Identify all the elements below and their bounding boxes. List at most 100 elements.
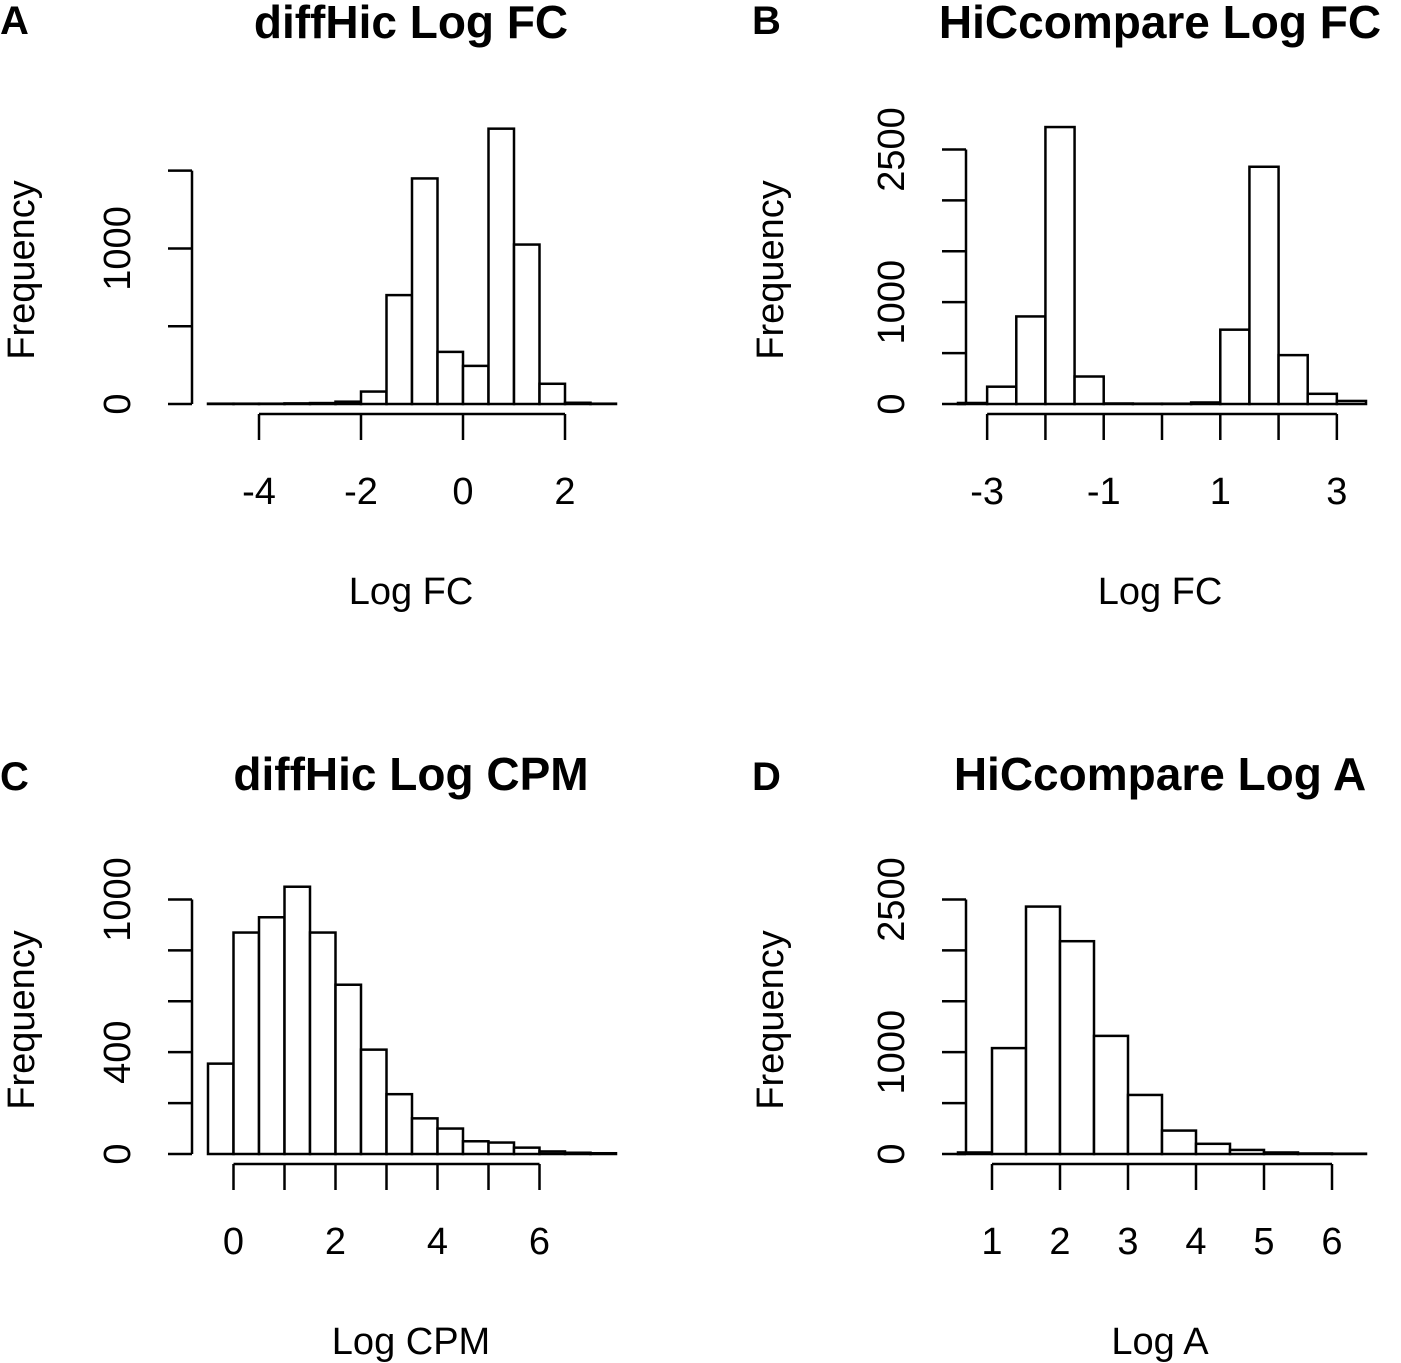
histogram-bar	[512, 1146, 541, 1156]
x-axis: -4 -2 0 2	[242, 412, 576, 513]
histogram-bar	[410, 177, 439, 406]
histogram-bar	[512, 243, 541, 406]
histogram-bar	[359, 1048, 388, 1156]
histogram-bar	[1058, 939, 1096, 1156]
histogram-bar	[1335, 399, 1368, 406]
panel-letter: B	[752, 0, 781, 43]
histogram-bar	[1277, 353, 1309, 406]
histogram-bar	[308, 931, 337, 1156]
y-axis: 0 1000 2500	[871, 107, 968, 415]
histogram-bar	[1015, 315, 1047, 406]
x-tick-label: 1	[981, 1221, 1002, 1263]
x-axis: 0 2 4 6	[223, 1162, 550, 1263]
x-tick-label: -2	[344, 471, 378, 513]
bars	[206, 885, 618, 1156]
histogram-bar	[385, 293, 414, 406]
histogram-bar	[308, 401, 337, 406]
x-tick-label: -4	[242, 471, 276, 513]
y-tick-label: 0	[97, 393, 139, 414]
histogram-bar	[538, 382, 567, 406]
histogram-bar	[1228, 1148, 1266, 1156]
panel-a: A diffHic Log FC Frequency Log FC -4 -2 0 2…	[0, 0, 618, 613]
histogram-bar	[985, 385, 1018, 406]
histogram-bar	[1194, 1142, 1232, 1156]
histogram-bar	[589, 1151, 618, 1156]
y-tick-label: 1000	[97, 857, 139, 942]
histogram-bar	[257, 916, 286, 1156]
histogram-bar	[1262, 1151, 1300, 1156]
histogram-bar	[232, 931, 261, 1156]
bars	[956, 125, 1368, 406]
histogram-bar	[1024, 905, 1062, 1156]
y-axis-label: Frequency	[750, 930, 792, 1110]
panel-c: C diffHic Log CPM Frequency Log CPM 0 2 4 6…	[0, 748, 618, 1363]
bars	[206, 127, 618, 406]
histogram-bar	[1160, 1129, 1198, 1156]
y-axis: 0 400 1000	[97, 857, 194, 1165]
x-axis-label: Log FC	[349, 571, 474, 613]
chart-title: diffHic Log CPM	[233, 748, 588, 800]
panel-b: B HiCcompare Log FC Frequency Log FC -3-…	[750, 0, 1381, 613]
x-tick-label: 6	[1321, 1221, 1342, 1263]
y-tick-label: 0	[871, 393, 913, 414]
x-tick-label: 0	[452, 471, 473, 513]
x-tick-label: 1	[1210, 471, 1231, 513]
chart-title: HiCcompare Log FC	[939, 0, 1381, 48]
histogram-bar	[436, 350, 465, 406]
histogram-bar	[1296, 1152, 1334, 1156]
histogram-bar	[283, 885, 312, 1156]
y-tick-label: 0	[871, 1143, 913, 1164]
y-axis-label: Frequency	[1, 180, 43, 360]
histogram-bar	[1102, 402, 1135, 406]
x-axis-label: Log FC	[1098, 571, 1223, 613]
y-tick-label: 400	[97, 1020, 139, 1083]
x-tick-label: 3	[1117, 1221, 1138, 1263]
histogram-bar	[1248, 165, 1280, 406]
x-tick-label: 2	[325, 1221, 346, 1263]
histogram-bar	[410, 1117, 439, 1156]
histogram-bar	[334, 400, 363, 406]
x-tick-label: 2	[1049, 1221, 1070, 1263]
panel-letter: C	[0, 755, 29, 799]
y-tick-label: 2500	[871, 107, 913, 192]
chart-title: HiCcompare Log A	[954, 748, 1366, 800]
x-axis-label: Log CPM	[332, 1321, 490, 1363]
x-tick-label: 2	[554, 471, 575, 513]
histogram-bar	[563, 1151, 592, 1156]
y-tick-label: 0	[97, 1143, 139, 1164]
y-tick-label: 2500	[871, 857, 913, 942]
histogram-bar	[461, 1140, 490, 1156]
y-axis-label: Frequency	[1, 930, 43, 1110]
panel-letter: D	[752, 755, 781, 799]
histogram-bar	[436, 1127, 465, 1156]
histogram-bar	[1073, 375, 1105, 406]
histogram-bar	[1306, 392, 1339, 406]
histogram-bar	[487, 1141, 516, 1156]
histogram-bar	[385, 1092, 414, 1156]
x-tick-label: -1	[1087, 471, 1121, 513]
y-axis: 0 1000 2500	[871, 857, 968, 1165]
panel-d: D HiCcompare Log A Frequency Log A 1 2 3 4 5…	[750, 748, 1368, 1363]
histogram-bar	[359, 390, 388, 406]
panel-letter: A	[0, 0, 29, 43]
histogram-bar	[990, 1046, 1028, 1156]
histogram-bar	[206, 1062, 235, 1156]
histogram-bar	[487, 127, 516, 406]
x-axis-label: Log A	[1111, 1321, 1209, 1363]
y-axis-label: Frequency	[750, 180, 792, 360]
x-tick-label: 5	[1253, 1221, 1274, 1263]
x-axis: 1 2 3 4 5 6	[981, 1162, 1343, 1263]
y-tick-label: 1000	[871, 1010, 913, 1095]
y-tick-label: 1000	[871, 260, 913, 345]
histogram-bar	[1189, 401, 1222, 406]
y-axis: 0 1000	[97, 169, 194, 415]
histogram-bar	[283, 402, 312, 406]
x-tick-label: 3	[1326, 471, 1347, 513]
x-tick-label: 4	[427, 1221, 448, 1263]
y-tick-label: 1000	[97, 206, 139, 291]
histogram-bar	[1219, 328, 1251, 406]
x-axis: -3 -1 1 3	[970, 412, 1347, 513]
histogram-bar	[461, 364, 490, 406]
chart-title: diffHic Log FC	[254, 0, 568, 48]
